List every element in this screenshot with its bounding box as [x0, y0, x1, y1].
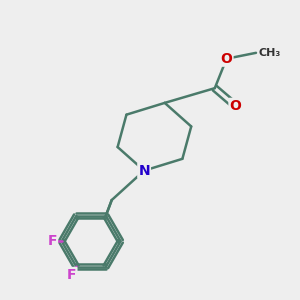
- Text: F: F: [67, 268, 76, 282]
- Text: CH₃: CH₃: [259, 48, 281, 58]
- Text: O: O: [220, 52, 232, 66]
- Text: N: N: [138, 164, 150, 178]
- Text: F: F: [47, 234, 57, 248]
- Text: O: O: [230, 99, 241, 113]
